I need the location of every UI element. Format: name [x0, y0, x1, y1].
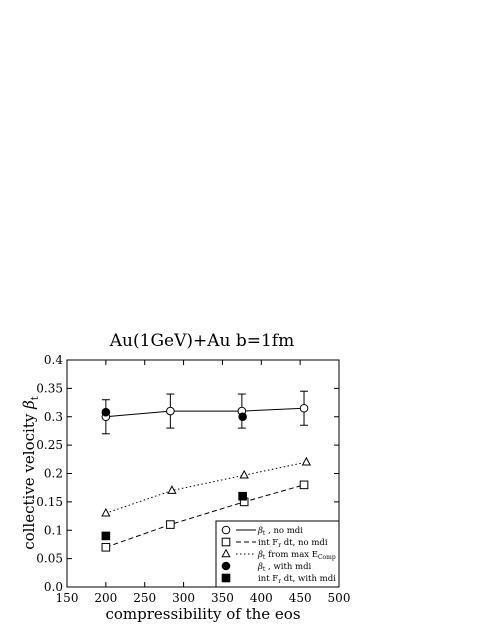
legend-label-sub: t	[263, 530, 266, 537]
y-tick-label: 0.15	[36, 495, 63, 509]
data-point	[301, 456, 311, 466]
y-axis-label-text: collective velocity	[20, 409, 38, 550]
legend-label-rest: from max E	[265, 550, 318, 560]
x-tick-label: 200	[94, 591, 117, 605]
legend-label-main: int F	[258, 574, 278, 584]
legend-marker	[221, 561, 231, 571]
x-tick-label: 150	[56, 591, 79, 605]
y-tick-label: 0.0	[44, 580, 63, 594]
legend-label: βt , with mdi	[257, 562, 312, 573]
axis-ticks: 150 200 250 300 350 400 450 500 0.0 0.05 0.1 0.15 0.…	[36, 353, 350, 605]
legend-label-sub: t	[263, 554, 266, 561]
data-point	[166, 520, 175, 529]
y-tick-label: 0.4	[44, 353, 63, 367]
legend-marker	[221, 548, 231, 558]
legend-label-rest: , no mdi	[265, 526, 303, 536]
y-tick-label: 0.25	[36, 438, 63, 452]
y-tick-label: 0.35	[36, 381, 63, 395]
legend-label-main: β	[257, 562, 263, 572]
data-point	[299, 403, 309, 413]
x-axis-label: compressibility of the eos	[105, 605, 300, 623]
data-point	[299, 480, 309, 490]
data-markers	[101, 390, 311, 552]
legend-label: βt from max EComp	[257, 550, 336, 561]
x-tick-label: 450	[289, 591, 312, 605]
y-tick-label: 0.2	[44, 467, 63, 481]
series-line	[105, 484, 305, 548]
legend-marker	[221, 525, 231, 535]
legend-label-rest: dt, no mdi	[281, 538, 328, 548]
legend-marker	[221, 537, 231, 547]
legend-label-rest: dt, with mdi	[281, 574, 336, 584]
x-tick-label: 300	[172, 591, 195, 605]
data-point	[101, 507, 111, 517]
data-point	[239, 469, 249, 479]
y-axis-label: collective velocity βt	[20, 396, 41, 550]
legend-label: βt , no mdi	[257, 526, 303, 537]
data-point	[101, 531, 111, 541]
data-point	[101, 542, 111, 552]
series-line	[105, 407, 305, 418]
y-tick-label: 0.3	[44, 410, 63, 424]
legend-label-main: int F	[258, 538, 278, 548]
chart-title: Au(1GeV)+Au b=1fm	[109, 331, 294, 351]
legend-label-sub: r	[278, 578, 281, 585]
data-point	[167, 485, 177, 494]
legend-label-sub: t	[263, 566, 266, 573]
x-tick-label: 350	[211, 591, 234, 605]
y-axis-label-sub: t	[30, 396, 41, 400]
x-tick-label: 400	[250, 591, 273, 605]
x-tick-label: 250	[133, 591, 156, 605]
legend-label-sub: r	[278, 542, 281, 549]
legend-label: int Fr dt, no mdi	[258, 538, 328, 549]
series-lines	[105, 407, 307, 548]
legend-marker	[221, 573, 231, 583]
legend-label: int Fr dt, with mdi	[258, 574, 336, 585]
legend-label-rest: , with mdi	[265, 562, 311, 572]
data-point	[101, 407, 111, 417]
data-point	[238, 491, 247, 501]
legend-label-main: β	[257, 550, 263, 560]
legend-label-main: β	[257, 526, 263, 536]
data-point	[166, 406, 175, 416]
series-line	[105, 461, 307, 514]
y-tick-label: 0.1	[44, 523, 63, 537]
legend-label-suffix: Comp	[318, 554, 336, 561]
data-point	[238, 412, 247, 422]
x-tick-label: 500	[328, 591, 351, 605]
y-axis-label-symbol: β	[20, 400, 38, 410]
y-tick-label: 0.05	[36, 552, 63, 566]
